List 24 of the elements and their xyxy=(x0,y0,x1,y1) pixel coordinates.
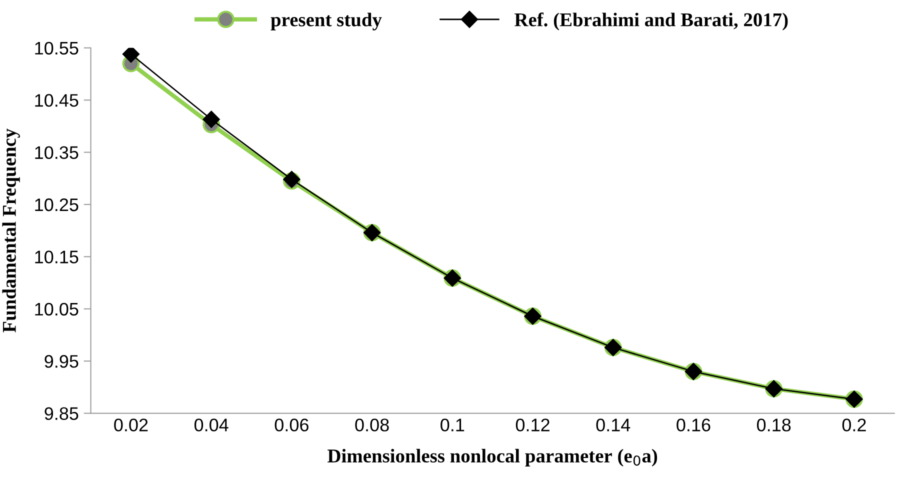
x-tick-label: 0.14 xyxy=(596,418,630,432)
x-tick-label: 0.12 xyxy=(516,418,550,432)
y-tick-label: 10.25 xyxy=(35,198,78,212)
x-axis-title: Dimensionless nonlocal parameter (e$_{0}$a) xyxy=(328,448,658,466)
x-tick-label: 0.02 xyxy=(114,418,148,432)
x-tick-label: 0.06 xyxy=(274,418,308,432)
y-axis-title: Fundamental Frequency xyxy=(2,128,20,332)
point xyxy=(122,48,140,63)
y-tick-label: 10.35 xyxy=(35,146,78,159)
x-tick-label: 0.1 xyxy=(440,418,464,432)
y-tick-label: 10.55 xyxy=(35,42,78,55)
y-tick-label: 9.85 xyxy=(44,407,78,420)
x-tick-label: 0.2 xyxy=(842,418,866,432)
y-tick-label: 10.15 xyxy=(35,250,78,264)
y-tick-label: 10.45 xyxy=(35,94,78,107)
legend-label: Ref. (Ebrahimi and Barati, 2017) xyxy=(514,12,788,30)
x-tick-label: 0.16 xyxy=(676,418,710,432)
x-tick-label: 0.04 xyxy=(194,418,228,432)
legend-label: present study xyxy=(270,12,382,30)
y-tick-label: 9.95 xyxy=(44,355,78,368)
x-tick-label: 0.18 xyxy=(756,418,791,432)
y-tick-label: 10.05 xyxy=(35,302,78,316)
x-tick-label: 0.08 xyxy=(355,418,389,432)
point xyxy=(202,110,220,128)
